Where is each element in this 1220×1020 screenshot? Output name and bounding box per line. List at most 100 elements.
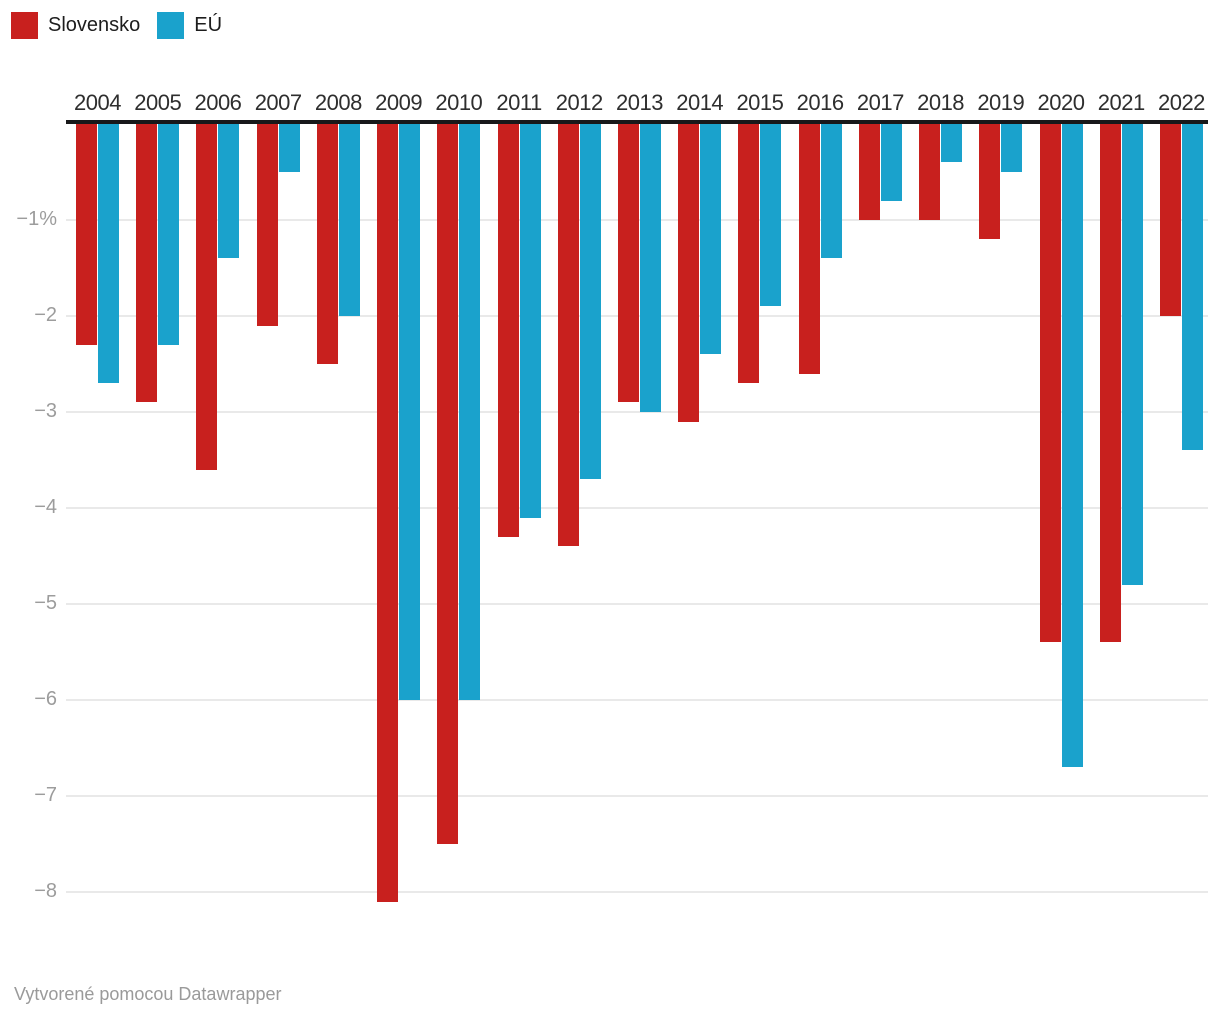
bar-eú-2021[interactable] — [1121, 124, 1143, 585]
bar-group-2012 — [557, 124, 601, 546]
bar-group-2021 — [1099, 124, 1143, 642]
x-tick-label-2010: 2010 — [435, 90, 483, 115]
y-tick-label--2: −2 — [34, 304, 57, 326]
bar-slovensko-2007[interactable] — [256, 124, 278, 326]
gridline--3 — [66, 411, 1208, 413]
x-tick-label-2008: 2008 — [314, 90, 362, 115]
y-tick-label--5: −5 — [34, 592, 57, 614]
bar-group-2022 — [1159, 124, 1203, 450]
bar-slovensko-2018[interactable] — [919, 124, 941, 220]
bar-group-2016 — [798, 124, 842, 374]
bar-slovensko-2006[interactable] — [196, 124, 218, 470]
bar-eú-2014[interactable] — [700, 124, 722, 354]
bar-group-2010 — [437, 124, 481, 844]
gridline--5 — [66, 603, 1208, 605]
bar-eú-2022[interactable] — [1181, 124, 1203, 450]
bar-slovensko-2004[interactable] — [76, 124, 97, 345]
x-tick-label-2016: 2016 — [796, 90, 844, 115]
bar-slovensko-2005[interactable] — [136, 124, 158, 402]
legend-label-slovensko: Slovensko — [48, 14, 141, 36]
bar-slovensko-2013[interactable] — [617, 124, 639, 402]
bar-slovensko-2014[interactable] — [678, 124, 700, 422]
bar-group-2011 — [497, 124, 541, 537]
bar-slovensko-2011[interactable] — [497, 124, 519, 537]
bar-eú-2013[interactable] — [639, 124, 661, 412]
x-tick-label-2021: 2021 — [1097, 90, 1145, 115]
x-tick-label-2011: 2011 — [496, 90, 542, 115]
bar-slovensko-2019[interactable] — [979, 124, 1001, 239]
x-tick-label-2019: 2019 — [977, 90, 1025, 115]
datawrapper-attribution-link[interactable]: Vytvorené pomocou Datawrapper — [14, 984, 282, 1004]
y-tick-label--3: −3 — [34, 400, 57, 422]
bar-group-2006 — [196, 124, 240, 470]
bar-group-2005 — [136, 124, 180, 402]
legend: Slovensko EÚ — [11, 12, 222, 39]
bar-eú-2012[interactable] — [579, 124, 601, 479]
bar-eú-2004[interactable] — [98, 124, 119, 383]
bar-eú-2008[interactable] — [338, 124, 360, 316]
legend-label-eu: EÚ — [194, 14, 223, 36]
bar-eú-2020[interactable] — [1061, 124, 1083, 767]
bar-group-2007 — [256, 124, 300, 326]
bar-eú-2015[interactable] — [760, 124, 782, 306]
x-tick-label-2004: 2004 — [74, 90, 121, 115]
bar-slovensko-2012[interactable] — [557, 124, 579, 546]
bar-slovensko-2009[interactable] — [377, 124, 399, 902]
y-tick-label--6: −6 — [34, 688, 57, 710]
bar-eú-2005[interactable] — [158, 124, 180, 345]
bar-slovensko-2008[interactable] — [316, 124, 338, 364]
x-tick-label-2020: 2020 — [1037, 90, 1085, 115]
bar-eú-2010[interactable] — [459, 124, 481, 700]
y-tick-label--4: −4 — [34, 496, 57, 518]
bar-group-2014 — [678, 124, 722, 422]
bar-group-2015 — [738, 124, 782, 383]
bar-group-2017 — [858, 124, 902, 220]
bar-slovensko-2010[interactable] — [437, 124, 459, 844]
x-tick-label-2018: 2018 — [917, 90, 965, 115]
bar-groups — [76, 124, 1203, 954]
gridline--4 — [66, 507, 1208, 509]
zero-axis-line — [66, 120, 1208, 124]
bar-slovensko-2015[interactable] — [738, 124, 760, 383]
bar-group-2019 — [979, 124, 1023, 239]
bar-eú-2009[interactable] — [399, 124, 421, 700]
x-tick-label-2014: 2014 — [676, 90, 724, 115]
bar-eú-2007[interactable] — [278, 124, 300, 172]
bar-group-2004 — [76, 124, 119, 383]
x-tick-label-2017: 2017 — [856, 90, 904, 115]
bar-eú-2016[interactable] — [820, 124, 842, 258]
bar-slovensko-2017[interactable] — [858, 124, 880, 220]
x-tick-label-2006: 2006 — [194, 90, 242, 115]
bar-slovensko-2021[interactable] — [1099, 124, 1121, 642]
bar-eú-2011[interactable] — [519, 124, 541, 518]
x-tick-label-2005: 2005 — [134, 90, 182, 115]
y-tick-label--1: −1% — [16, 208, 57, 230]
bar-eú-2017[interactable] — [880, 124, 902, 201]
x-tick-label-2022: 2022 — [1157, 90, 1205, 115]
y-tick-label--8: −8 — [34, 880, 57, 902]
bar-eú-2018[interactable] — [941, 124, 963, 162]
bar-slovensko-2020[interactable] — [1039, 124, 1061, 642]
legend-swatch-slovensko — [11, 12, 38, 39]
bar-group-2018 — [919, 124, 963, 220]
gridline--8 — [66, 891, 1208, 893]
x-axis-year-labels: 2004 2005 2006 2007 2008 2009 2010 2011 2012 2013… — [74, 86, 1205, 116]
x-tick-label-2012: 2012 — [555, 90, 603, 115]
legend-swatch-eu — [157, 12, 185, 39]
gridline--6 — [66, 699, 1208, 701]
bar-group-2008 — [316, 124, 360, 364]
x-tick-label-2013: 2013 — [616, 90, 663, 115]
bar-group-2009 — [377, 124, 421, 902]
bar-eú-2006[interactable] — [218, 124, 240, 258]
bar-slovensko-2022[interactable] — [1159, 124, 1181, 316]
bar-slovensko-2016[interactable] — [798, 124, 820, 374]
y-tick-label--7: −7 — [34, 784, 57, 806]
x-tick-label-2007: 2007 — [254, 90, 302, 115]
x-tick-label-2009: 2009 — [375, 90, 423, 115]
gridline--7 — [66, 795, 1208, 797]
x-tick-label-2015: 2015 — [736, 90, 784, 115]
bar-group-2013 — [617, 124, 661, 412]
bar-group-2020 — [1039, 124, 1083, 767]
bar-eú-2019[interactable] — [1001, 124, 1023, 172]
